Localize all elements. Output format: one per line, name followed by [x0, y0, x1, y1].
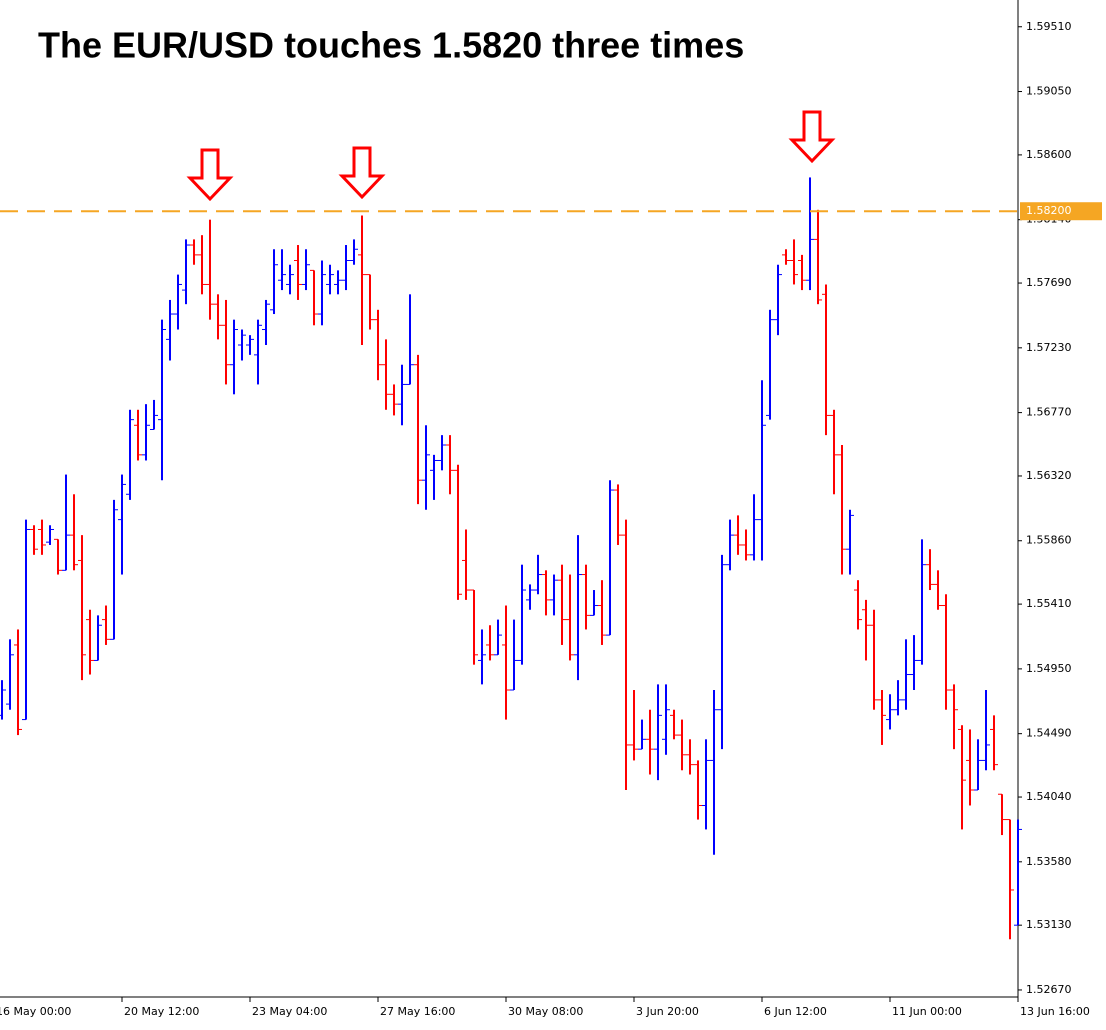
x-tick-label: 6 Jun 12:00: [764, 1005, 827, 1018]
y-tick-label: 1.53130: [1026, 918, 1072, 931]
y-tick-label: 1.59050: [1026, 85, 1072, 98]
y-tick-label: 1.54490: [1026, 727, 1072, 740]
y-tick-label: 1.56770: [1026, 406, 1072, 419]
x-tick-label: 27 May 16:00: [380, 1005, 455, 1018]
y-tick-label: 1.56320: [1026, 469, 1072, 482]
y-tick-label: 1.53580: [1026, 855, 1072, 868]
x-tick-label: 30 May 08:00: [508, 1005, 583, 1018]
arrow: [338, 146, 386, 200]
x-tick-label: 16 May 00:00: [0, 1005, 71, 1018]
x-tick-label: 11 Jun 00:00: [892, 1005, 962, 1018]
x-tick-label: 13 Jun 16:00: [1020, 1005, 1090, 1018]
level-label-box: [1020, 202, 1102, 221]
arrow: [186, 148, 234, 202]
y-tick-label: 1.52670: [1026, 983, 1072, 996]
y-tick-label: 1.57690: [1026, 276, 1072, 289]
y-tick-label: 1.54040: [1026, 790, 1072, 803]
level-label: 1.58200: [1026, 204, 1072, 217]
y-tick-label: 1.55410: [1026, 597, 1072, 610]
y-tick-label: 1.54950: [1026, 662, 1072, 675]
y-tick-label: 1.58600: [1026, 148, 1072, 161]
y-tick-label: 1.55860: [1026, 534, 1072, 547]
x-tick-label: 23 May 04:00: [252, 1005, 327, 1018]
y-tick-label: 1.59510: [1026, 20, 1072, 33]
arrow: [788, 110, 836, 164]
x-tick-label: 20 May 12:00: [124, 1005, 199, 1018]
chart-title: The EUR/USD touches 1.5820 three times: [38, 25, 744, 66]
arrows: [186, 110, 836, 202]
x-tick-label: 3 Jun 20:00: [636, 1005, 699, 1018]
y-tick-label: 1.57230: [1026, 341, 1072, 354]
